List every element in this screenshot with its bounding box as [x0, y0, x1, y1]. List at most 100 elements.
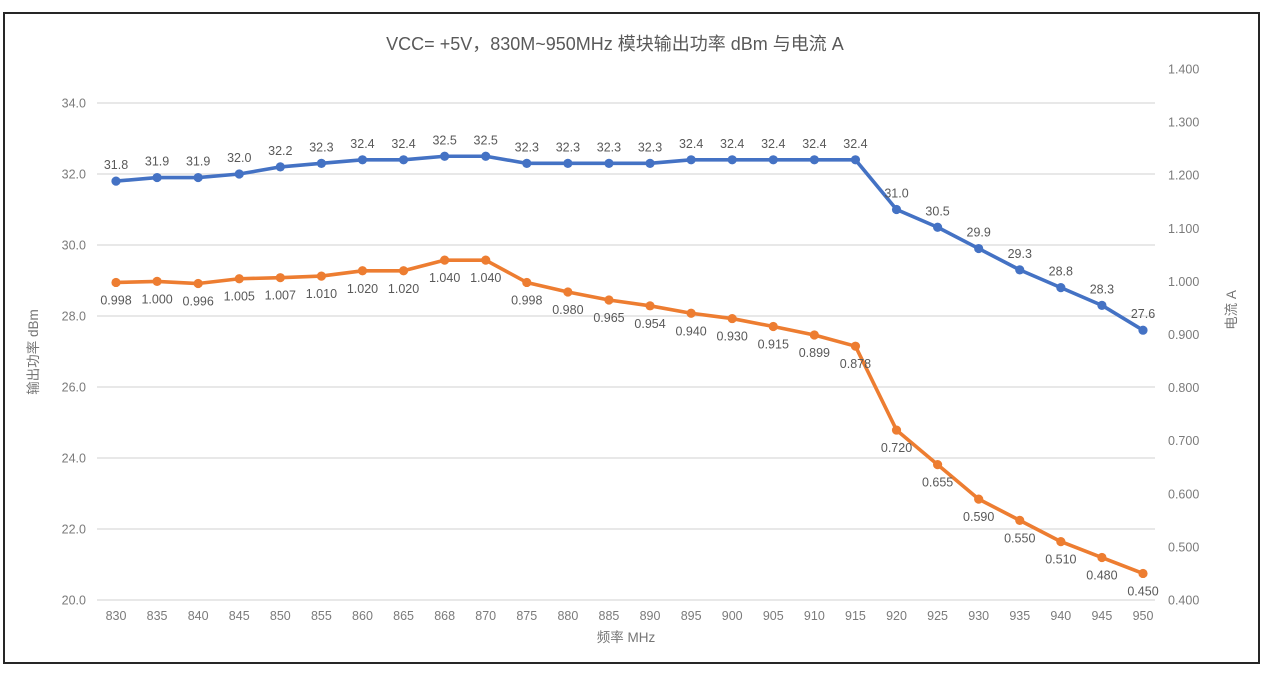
- current-series-point: [275, 273, 285, 283]
- y-right-tick-label: 0.800: [1168, 381, 1199, 395]
- current-series-point: [850, 341, 861, 351]
- x-tick-label: 865: [393, 609, 414, 623]
- current-data-label: 0.915: [758, 338, 789, 352]
- current-series-point: [563, 287, 573, 297]
- current-data-label: 0.954: [634, 317, 665, 331]
- power-data-label: 30.5: [925, 204, 949, 218]
- power-series-point: [809, 155, 819, 165]
- current-data-label: 0.878: [840, 357, 871, 371]
- x-tick-label: 835: [147, 609, 168, 623]
- power-series-point: [727, 155, 737, 165]
- power-data-label: 32.3: [597, 140, 621, 154]
- power-data-label: 27.6: [1131, 307, 1155, 321]
- y-right-tick-label: 0.600: [1168, 487, 1199, 501]
- current-data-label: 1.007: [265, 289, 296, 303]
- current-series-point: [1138, 568, 1148, 579]
- chart-title: VCC= +5V，830M~950MHz 模块输出功率 dBm 与电流 A: [386, 34, 844, 54]
- power-data-label: 31.9: [186, 155, 210, 169]
- current-series-point: [1015, 515, 1025, 525]
- power-data-label: 29.3: [1008, 247, 1032, 261]
- current-data-label: 0.940: [675, 324, 706, 338]
- x-tick-label: 895: [681, 609, 702, 623]
- power-series-point: [316, 158, 326, 168]
- current-series-point: [645, 301, 655, 311]
- x-tick-label: 940: [1050, 609, 1071, 623]
- y-right-tick-label: 0.700: [1168, 434, 1199, 448]
- x-tick-label: 860: [352, 609, 373, 623]
- current-data-label: 0.930: [717, 330, 748, 344]
- power-series-point: [234, 169, 244, 179]
- current-data-label: 0.996: [183, 295, 214, 309]
- current-data-label: 1.020: [347, 282, 378, 296]
- power-series-point: [891, 204, 902, 215]
- current-series-point: [768, 321, 778, 332]
- power-series-point: [604, 158, 614, 168]
- power-series-point: [193, 172, 203, 183]
- x-tick-label: 920: [886, 609, 907, 623]
- current-series-point: [809, 330, 819, 340]
- y-left-tick-label: 26.0: [62, 381, 86, 395]
- current-data-label: 0.998: [511, 293, 542, 307]
- power-series-point: [111, 176, 121, 186]
- current-series-point: [891, 425, 902, 435]
- y-left-tick-label: 34.0: [62, 97, 86, 111]
- y-left-tick-label: 30.0: [62, 239, 86, 253]
- power-data-label: 31.0: [884, 187, 908, 201]
- power-series-point: [481, 151, 491, 161]
- x-tick-label: 950: [1133, 609, 1154, 623]
- current-series-point: [481, 255, 491, 265]
- power-data-label: 32.5: [474, 133, 498, 147]
- current-series-point: [933, 459, 943, 470]
- y-left-tick-label: 24.0: [62, 452, 86, 466]
- power-data-label: 32.0: [227, 151, 251, 165]
- y-right-tick-label: 0.500: [1168, 540, 1199, 554]
- current-data-label: 1.020: [388, 282, 419, 296]
- x-tick-label: 855: [311, 609, 332, 623]
- current-data-label: 1.010: [306, 287, 337, 301]
- current-series-point: [316, 271, 326, 281]
- current-data-label: 1.040: [470, 271, 501, 285]
- current-series-point: [234, 274, 244, 284]
- x-axis-title: 频率 MHz: [597, 629, 656, 645]
- current-series-point: [1097, 552, 1107, 563]
- power-series-point: [1056, 283, 1066, 293]
- x-tick-label: 945: [1091, 609, 1112, 623]
- y-right-tick-label: 1.100: [1168, 222, 1199, 236]
- x-tick-label: 915: [845, 609, 866, 623]
- x-tick-label: 885: [599, 609, 620, 623]
- power-data-label: 32.4: [679, 137, 703, 151]
- gridline-layer: [97, 102, 1155, 601]
- power-series-point: [686, 155, 696, 165]
- x-tick-label: 935: [1009, 609, 1030, 623]
- current-series-point: [398, 266, 409, 276]
- power-data-label: 29.9: [967, 226, 991, 240]
- power-series-point: [440, 151, 450, 161]
- x-tick-label: 830: [106, 609, 127, 623]
- power-data-label: 32.4: [843, 137, 867, 151]
- power-data-label: 28.8: [1049, 265, 1073, 279]
- x-tick-label: 880: [557, 609, 578, 623]
- chart-frame: [3, 12, 1260, 664]
- y-right-tick-label: 1.200: [1168, 169, 1199, 183]
- current-data-label: 0.899: [799, 346, 830, 360]
- x-tick-label: 850: [270, 609, 291, 623]
- power-data-label: 32.4: [720, 137, 744, 151]
- y-right-tick-label: 0.900: [1168, 328, 1199, 342]
- y-left-tick-label: 28.0: [62, 310, 86, 324]
- x-tick-label: 845: [229, 609, 250, 623]
- x-tick-label: 900: [722, 609, 743, 623]
- power-series-line: [114, 154, 1145, 333]
- x-tick-label: 840: [188, 609, 209, 623]
- y-right-tick-label: 1.000: [1168, 275, 1199, 289]
- power-data-label: 28.3: [1090, 282, 1114, 296]
- current-series-point: [193, 278, 203, 289]
- power-data-label: 31.8: [104, 158, 128, 172]
- power-series-point: [768, 155, 778, 165]
- power-series-point: [563, 158, 573, 168]
- current-series-line: [114, 258, 1145, 576]
- x-tick-label: 910: [804, 609, 825, 623]
- y-right-tick-label: 1.300: [1168, 116, 1199, 130]
- y-left-tick-label: 22.0: [62, 523, 86, 537]
- power-series-point: [152, 172, 162, 183]
